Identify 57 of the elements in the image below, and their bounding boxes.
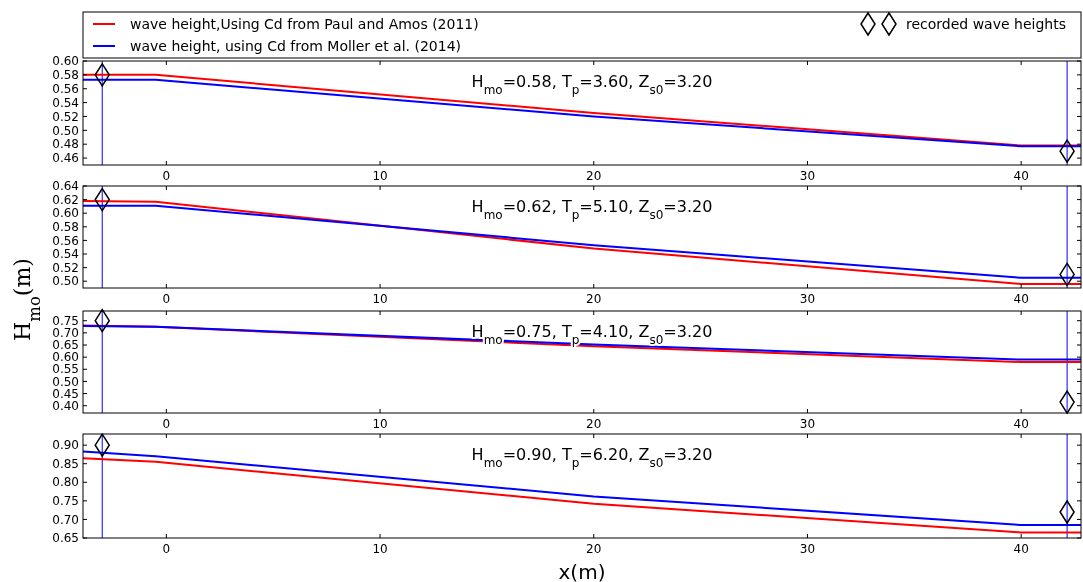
y-tick-label: 0.40 xyxy=(52,398,79,413)
y-tick-label: 0.75 xyxy=(52,494,79,509)
y-tick-label: 0.80 xyxy=(52,475,79,490)
x-tick-label: 0 xyxy=(162,417,171,431)
x-tick-label: 20 xyxy=(586,542,602,556)
y-tick-label: 0.46 xyxy=(52,151,79,166)
legend-label: recorded wave heights xyxy=(906,15,1066,32)
y-tick-label: 0.54 xyxy=(52,95,79,110)
y-tick-label: 0.90 xyxy=(52,438,79,453)
y-tick-label: 0.50 xyxy=(52,123,79,138)
y-tick-label: 0.70 xyxy=(52,326,79,341)
x-tick-label: 40 xyxy=(1013,542,1029,556)
y-tick-label: 0.85 xyxy=(52,456,79,471)
y-tick-label: 0.50 xyxy=(52,274,79,289)
x-tick-label: 30 xyxy=(799,542,816,556)
y-tick-label: 0.70 xyxy=(52,512,79,527)
x-tick-label: 30 xyxy=(799,169,816,183)
y-tick-label: 0.52 xyxy=(52,260,79,275)
legend-label: wave height, using Cd from Moller et al. (2014) xyxy=(130,37,462,54)
x-tick-label: 0 xyxy=(162,169,171,183)
y-tick-label: 0.75 xyxy=(52,313,79,328)
x-tick-label: 20 xyxy=(586,417,602,431)
x-tick-label: 10 xyxy=(372,542,388,556)
x-tick-label: 40 xyxy=(1013,417,1029,431)
x-tick-label: 30 xyxy=(799,292,816,306)
text: H$_{mo}$=0.58, T$_{p}$=3.60, Z$_{s0}$=3.20 xyxy=(471,72,713,97)
y-tick-label: 0.50 xyxy=(52,374,79,389)
x-tick-label: 0 xyxy=(162,292,171,306)
x-tick-label: 0 xyxy=(162,542,171,556)
y-tick-label: 0.45 xyxy=(52,386,79,401)
legend-label: wave height,Using Cd from Paul and Amos (2011) xyxy=(130,15,479,32)
x-tick-label: 10 xyxy=(372,169,388,183)
text: H$_{mo}$=0.62, T$_{p}$=5.10, Z$_{s0}$=3.20 xyxy=(471,197,713,222)
text: H$_{mo}$=0.90, T$_{p}$=6.20, Z$_{s0}$=3.20 xyxy=(471,445,713,470)
x-tick-label: 40 xyxy=(1013,169,1029,183)
y-tick-label: 0.55 xyxy=(52,362,79,377)
y-tick-label: 0.56 xyxy=(52,81,79,96)
y-tick-label: 0.58 xyxy=(52,220,79,234)
x-tick-label: 30 xyxy=(799,417,816,431)
x-axis-title: x(m) xyxy=(558,560,606,582)
y-tick-label: 0.58 xyxy=(52,68,79,83)
y-tick-label: 0.56 xyxy=(52,233,79,248)
y-tick-label: 0.60 xyxy=(52,206,79,221)
y-tick-label: 0.60 xyxy=(52,350,79,365)
x-tick-label: 20 xyxy=(586,292,602,306)
y-tick-label: 0.64 xyxy=(52,179,79,194)
x-tick-label: 10 xyxy=(372,292,388,306)
y-tick-label: 0.60 xyxy=(52,54,79,69)
y-tick-label: 0.54 xyxy=(52,247,79,262)
x-tick-label: 10 xyxy=(372,417,388,431)
y-tick-label: 0.65 xyxy=(52,531,79,546)
y-tick-label: 0.48 xyxy=(52,137,79,152)
y-tick-label: 0.62 xyxy=(52,192,79,207)
y-tick-label: 0.52 xyxy=(52,109,79,124)
y-tick-label: 0.65 xyxy=(52,338,79,353)
x-tick-label: 40 xyxy=(1013,292,1029,306)
x-tick-label: 20 xyxy=(586,169,602,183)
